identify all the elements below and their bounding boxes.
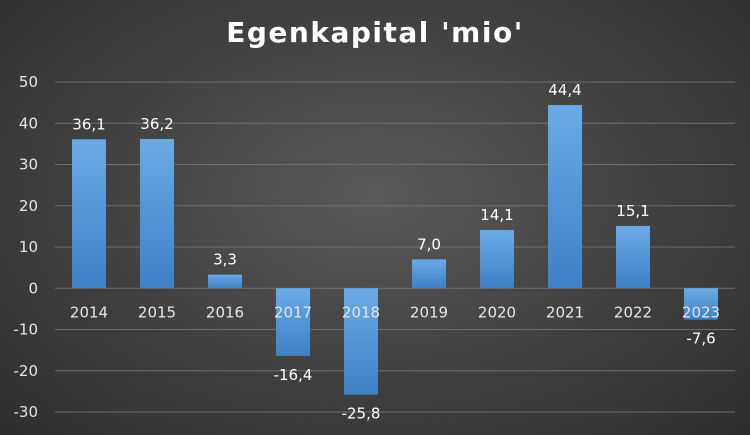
y-tick-label: -10 <box>14 321 39 339</box>
data-label: 14,1 <box>480 206 513 224</box>
y-tick-label: 20 <box>19 197 38 215</box>
data-label: -7,6 <box>686 330 715 348</box>
data-label: -25,8 <box>342 405 381 423</box>
data-label: -16,4 <box>274 366 313 384</box>
x-tick-label: 2022 <box>614 303 652 321</box>
y-tick-label: -20 <box>14 362 39 380</box>
y-tick-label: 30 <box>19 156 38 174</box>
y-tick-label: -30 <box>14 403 39 421</box>
y-tick-label: 0 <box>28 279 38 297</box>
y-tick-label: 50 <box>19 73 38 91</box>
x-tick-label: 2014 <box>70 303 108 321</box>
x-tick-label: 2017 <box>274 303 312 321</box>
bar-2021 <box>548 105 582 289</box>
labels: -30 -20 -10 0 10 20 30 40 50 2014 2015 2016 2017 2018… <box>14 73 721 423</box>
bars <box>72 105 718 395</box>
bar-2017 <box>276 288 310 356</box>
x-tick-label: 2020 <box>478 303 516 321</box>
bar-2019 <box>412 259 446 289</box>
bar-2015 <box>140 138 174 289</box>
x-tick-label: 2016 <box>206 303 244 321</box>
data-label: 7,0 <box>417 235 441 253</box>
y-tick-label: 10 <box>19 238 38 256</box>
bar-2014 <box>72 139 106 289</box>
chart-title: Egenkapital 'mio' <box>226 16 524 49</box>
y-tick-label: 40 <box>19 114 38 132</box>
x-tick-label: 2018 <box>342 303 380 321</box>
data-label: 36,1 <box>72 115 105 133</box>
x-tick-label: 2015 <box>138 303 176 321</box>
x-tick-label: 2021 <box>546 303 584 321</box>
data-label: 36,2 <box>140 115 173 133</box>
bar-2016 <box>208 274 242 289</box>
bar-2018 <box>344 288 378 395</box>
bar-2022 <box>616 225 650 289</box>
data-label: 15,1 <box>616 202 649 220</box>
x-tick-label: 2023 <box>682 303 720 321</box>
data-label: 44,4 <box>548 81 581 99</box>
x-tick-label: 2019 <box>410 303 448 321</box>
bar-2020 <box>480 230 514 289</box>
bar-2023 <box>684 288 718 320</box>
data-label: 3,3 <box>213 251 237 269</box>
